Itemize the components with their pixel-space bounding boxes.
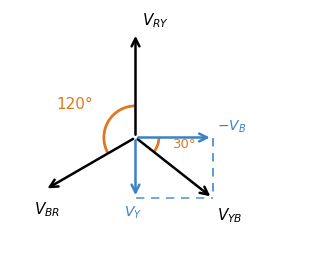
Text: $-V_B$: $-V_B$ — [216, 118, 246, 135]
Text: $V_{RY}$: $V_{RY}$ — [142, 12, 170, 30]
Text: $V_{YB}$: $V_{YB}$ — [216, 206, 242, 225]
Text: $V_{BR}$: $V_{BR}$ — [34, 201, 60, 219]
Text: 120°: 120° — [57, 97, 93, 112]
Text: 30°: 30° — [173, 138, 196, 151]
Text: $V_Y$: $V_Y$ — [124, 205, 142, 221]
